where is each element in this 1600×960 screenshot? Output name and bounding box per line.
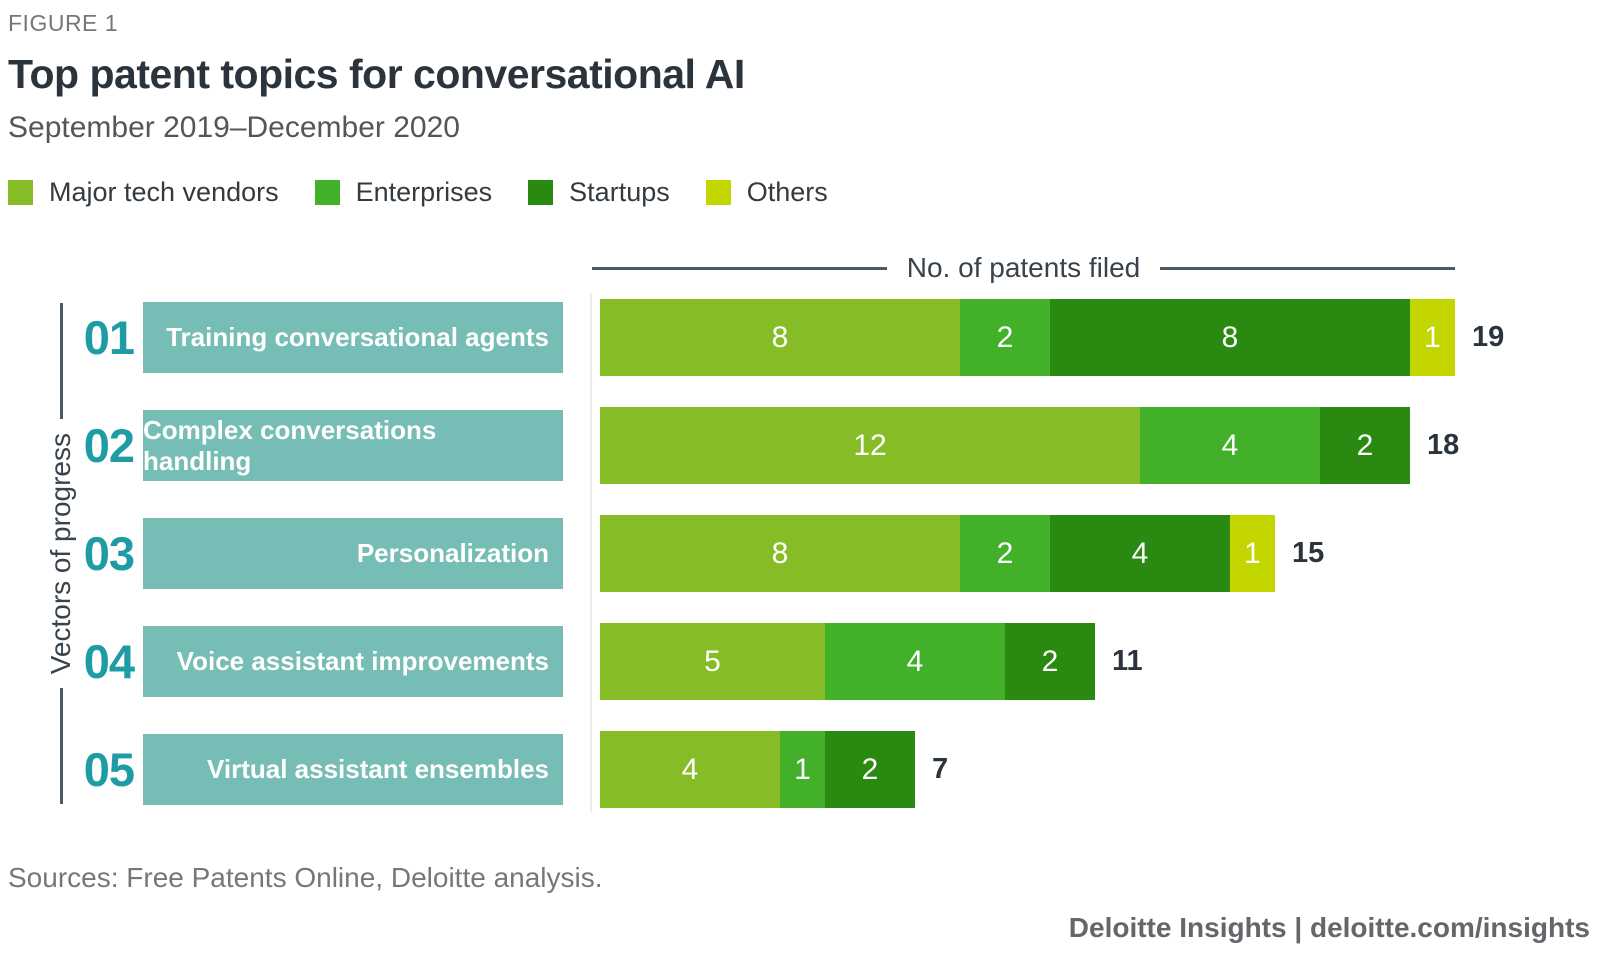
legend-label: Enterprises bbox=[355, 177, 493, 207]
row-spacer bbox=[563, 299, 600, 376]
row-bars: 12 4 2 bbox=[600, 407, 1410, 484]
row-number: 03 bbox=[83, 527, 135, 580]
chart-row: 02 Complex conversations handling 12 4 2 1… bbox=[8, 407, 1600, 484]
axis-rule-left bbox=[592, 266, 887, 270]
category-label: Personalization bbox=[143, 518, 563, 589]
bar-segment-others: 1 bbox=[1230, 515, 1275, 592]
row-total: 18 bbox=[1427, 429, 1460, 461]
legend-swatch bbox=[314, 180, 340, 205]
category-label: Voice assistant improvements bbox=[143, 626, 563, 697]
axis-rule-right bbox=[1160, 266, 1456, 270]
y-axis-line-top bbox=[59, 303, 63, 419]
category-label: Virtual assistant ensembles bbox=[143, 734, 563, 805]
bar-segment-startups: 8 bbox=[1050, 299, 1410, 376]
bar-segment-startups: 2 bbox=[1005, 623, 1095, 700]
row-total: 7 bbox=[932, 753, 949, 785]
y-axis: Vectors of progress bbox=[45, 303, 76, 805]
row-number: 02 bbox=[83, 419, 135, 472]
bar-segment-enterprises: 2 bbox=[960, 515, 1050, 592]
bar-segment-startups: 4 bbox=[1050, 515, 1230, 592]
bar-segment-major-tech-vendors: 12 bbox=[600, 407, 1140, 484]
sources-note: Sources: Free Patents Online, Deloitte a… bbox=[8, 862, 603, 893]
legend: Major tech vendors Enterprises Startups … bbox=[8, 177, 1600, 208]
category-label: Complex conversations handling bbox=[143, 410, 563, 481]
bar-segment-major-tech-vendors: 5 bbox=[600, 623, 825, 700]
row-number: 05 bbox=[83, 743, 135, 796]
stacked-bar-chart: No. of patents filed Vectors of progress… bbox=[8, 252, 1600, 812]
legend-item-enterprises: Enterprises bbox=[314, 177, 493, 208]
row-total: 15 bbox=[1292, 537, 1325, 569]
page-title: Top patent topics for conversational AI bbox=[8, 51, 745, 97]
figure-label: FIGURE 1 bbox=[8, 10, 119, 36]
x-axis-title: No. of patents filed bbox=[906, 252, 1141, 283]
bar-segment-enterprises: 4 bbox=[825, 623, 1005, 700]
bar-segment-others: 1 bbox=[1410, 299, 1455, 376]
bar-segment-major-tech-vendors: 8 bbox=[600, 515, 960, 592]
legend-label: Major tech vendors bbox=[49, 177, 279, 207]
legend-label: Startups bbox=[569, 177, 670, 207]
legend-swatch bbox=[705, 180, 731, 205]
legend-swatch bbox=[528, 180, 554, 205]
row-total: 19 bbox=[1472, 321, 1505, 353]
branding-footer[interactable]: Deloitte Insights | deloitte.com/insight… bbox=[1068, 912, 1590, 943]
x-axis-header: No. of patents filed bbox=[592, 252, 1456, 284]
category-label: Training conversational agents bbox=[143, 302, 563, 373]
row-spacer bbox=[563, 515, 600, 592]
legend-swatch bbox=[8, 180, 33, 205]
bar-segment-startups: 2 bbox=[825, 731, 915, 808]
row-spacer bbox=[563, 731, 600, 808]
legend-item-major-tech-vendors: Major tech vendors bbox=[8, 177, 279, 208]
row-spacer bbox=[563, 407, 600, 484]
page-subtitle: September 2019–December 2020 bbox=[8, 111, 460, 144]
bar-segment-enterprises: 2 bbox=[960, 299, 1050, 376]
bar-segment-major-tech-vendors: 4 bbox=[600, 731, 780, 808]
bar-segment-major-tech-vendors: 8 bbox=[600, 299, 960, 376]
row-total: 11 bbox=[1112, 645, 1143, 677]
bar-segment-startups: 2 bbox=[1320, 407, 1410, 484]
y-axis-label: Vectors of progress bbox=[45, 432, 76, 675]
row-number: 01 bbox=[83, 311, 135, 364]
bar-segment-enterprises: 4 bbox=[1140, 407, 1320, 484]
legend-item-startups: Startups bbox=[528, 177, 670, 208]
row-spacer bbox=[563, 623, 600, 700]
y-axis-line-bottom bbox=[59, 688, 63, 805]
baseline-axis-line bbox=[590, 293, 592, 812]
row-number: 04 bbox=[83, 635, 135, 688]
bar-segment-enterprises: 1 bbox=[780, 731, 825, 808]
legend-item-others: Others bbox=[705, 177, 828, 208]
chart-rows: Vectors of progress 01 Training conversa… bbox=[8, 293, 1600, 812]
legend-label: Others bbox=[746, 177, 828, 207]
